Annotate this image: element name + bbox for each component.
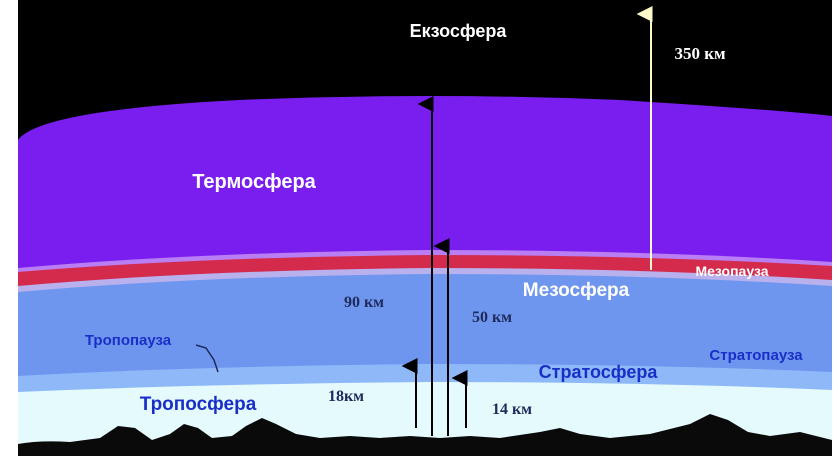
tropopause-label: Тропопауза: [85, 332, 172, 349]
exosphere-label: Екзосфера: [410, 21, 508, 41]
stratopause-label: Стратопауза: [709, 347, 803, 364]
mesopause-label: Мезопауза: [695, 263, 768, 279]
mesopause-altitude-label: 90 км: [344, 294, 384, 311]
troposphere-label: Тропосфера: [140, 394, 257, 415]
mesosphere-label: Мезосфера: [523, 280, 630, 301]
tropopause-poles-label: 14 км: [492, 401, 532, 418]
tropopause-equator-label: 18км: [328, 388, 364, 405]
tropopause-pointer: [195, 344, 219, 373]
stratosphere-label: Стратосфера: [539, 362, 659, 382]
stratopause-altitude-label: 50 км: [472, 309, 512, 326]
exosphere-altitude-label: 350 км: [674, 44, 726, 63]
ground-silhouette: [18, 414, 832, 456]
thermosphere-label: Термосфера: [192, 171, 316, 193]
